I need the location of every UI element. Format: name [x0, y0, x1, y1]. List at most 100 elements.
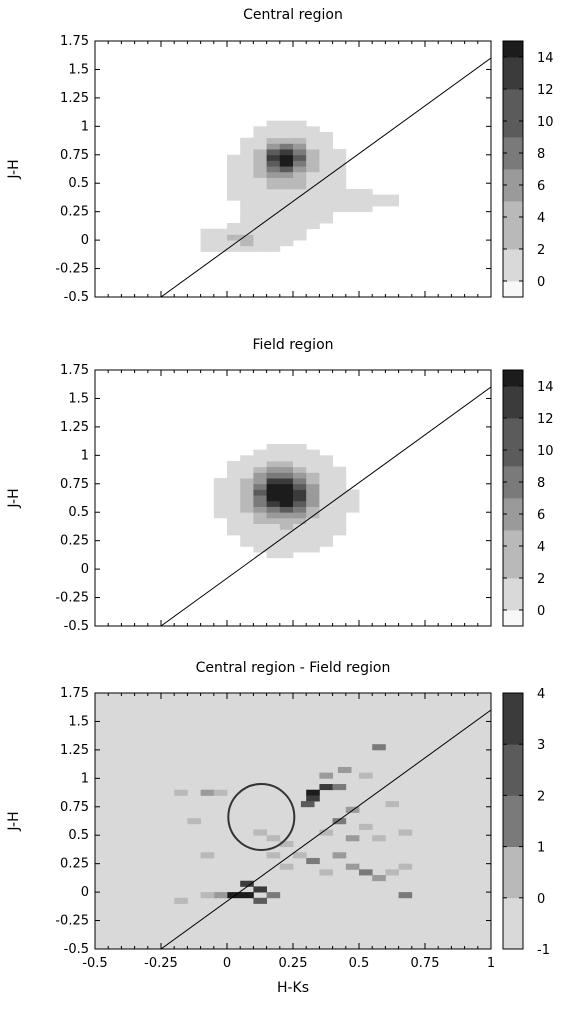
heatmap-cell: [266, 506, 281, 513]
heatmap-cell: [266, 835, 281, 842]
heatmap-cell: [266, 534, 281, 542]
colorbar-swatch: [503, 57, 523, 74]
heatmap-cell: [319, 132, 333, 139]
heatmap-cell: [253, 886, 267, 893]
heatmap-cell: [293, 529, 307, 536]
heatmap-cell: [293, 120, 307, 127]
heatmap-cell: [319, 478, 333, 485]
colorbar-tick-label: 8: [537, 147, 545, 162]
heatmap-cell: [319, 143, 333, 150]
plot-background: [95, 693, 491, 949]
heatmap-cell: [253, 183, 267, 190]
reddening-line: [160, 709, 491, 949]
heatmap-cell: [200, 892, 215, 899]
heatmap-cell: [319, 183, 333, 190]
colorbar-swatch: [503, 514, 523, 531]
heatmap-cell: [253, 137, 267, 144]
heatmap-cell: [253, 194, 267, 201]
heatmap-cell: [266, 143, 281, 150]
colorbar-swatch: [503, 169, 523, 186]
heatmap-cell: [372, 194, 386, 201]
heatmap-cell: [240, 483, 254, 490]
heatmap-cell: [332, 160, 347, 167]
heatmap-cell: [266, 188, 281, 195]
heatmap-cell: [213, 500, 228, 507]
heatmap-cell: [227, 194, 241, 201]
heatmap-cell: [200, 240, 215, 247]
heatmap-cell: [266, 234, 281, 241]
heatmap-cell: [240, 489, 254, 496]
reddening-line: [160, 386, 491, 626]
heatmap-cell: [306, 512, 320, 519]
heatmap-cell: [345, 863, 360, 870]
heatmap-cell: [213, 478, 228, 485]
y-tick-label: -0.5: [64, 619, 89, 634]
heatmap-cell: [213, 483, 228, 490]
heatmap-cell: [319, 784, 333, 791]
chart-title: Central region - Field region: [196, 660, 391, 676]
heatmap-cell: [279, 200, 294, 207]
heatmap-cell: [293, 234, 307, 241]
heatmap-cell: [332, 512, 347, 519]
heatmap-cell: [293, 205, 307, 213]
heatmap-cell: [306, 137, 320, 144]
heatmap-cell: [240, 466, 254, 473]
heatmap-cell: [253, 240, 267, 247]
heatmap-cell: [293, 217, 307, 224]
heatmap-cell: [266, 132, 281, 139]
heatmap-cell: [293, 160, 307, 167]
heatmap-cell: [279, 523, 294, 530]
heatmap-cell: [253, 483, 267, 490]
y-tick-label: -0.5: [64, 290, 89, 305]
heatmap-cell: [266, 177, 281, 184]
heatmap-cell: [266, 478, 281, 485]
heatmap-cell: [279, 472, 294, 479]
chart-title: Field region: [252, 337, 333, 353]
heatmap-cell: [293, 489, 307, 496]
heatmap-cell: [266, 495, 281, 502]
heatmap-cell: [279, 478, 294, 485]
heatmap-cell: [240, 223, 254, 230]
heatmap-cell: [227, 517, 241, 524]
heatmap-cell: [213, 495, 228, 502]
heatmap-cell: [293, 512, 307, 519]
colorbar-tick-label: 6: [537, 179, 545, 194]
heatmap-cell: [253, 455, 267, 462]
heatmap-cell: [306, 478, 320, 485]
heatmap-cell: [266, 443, 281, 451]
heatmap-cell: [266, 183, 281, 190]
heatmap-cell: [253, 466, 267, 473]
heatmap-cell: [266, 483, 281, 490]
y-tick-label: 0.75: [60, 148, 89, 163]
heatmap-cell: [227, 240, 241, 247]
heatmap-cell: [293, 188, 307, 195]
heatmap-cell: [306, 223, 320, 230]
heatmap-cell: [306, 166, 320, 173]
y-tick-label: 0.5: [68, 505, 89, 520]
heatmap-cell: [319, 829, 333, 836]
heatmap-cell: [319, 205, 333, 213]
heatmap-cell: [240, 234, 254, 241]
heatmap-cell: [266, 852, 281, 859]
heatmap-cell: [306, 217, 320, 224]
heatmap-cell: [332, 177, 347, 184]
heatmap-cell: [319, 194, 333, 201]
colorbar-swatch: [503, 89, 523, 106]
heatmap-cell: [293, 852, 307, 859]
heatmap-cell: [240, 137, 254, 144]
heatmap-cell: [240, 194, 254, 201]
y-tick-label: 1.5: [68, 391, 89, 406]
heatmap-cell: [266, 171, 281, 178]
heatmap-cell: [213, 245, 228, 252]
colorbar-frame: [502, 692, 524, 950]
heatmap-cell: [240, 495, 254, 502]
heatmap-cell: [306, 506, 320, 513]
heatmap-cell: [253, 829, 267, 836]
chart-panel: Central region - Field region 1.75 1.5 1.25…: [6, 660, 550, 996]
heatmap-cell: [319, 540, 333, 547]
x-tick-label: 0: [223, 956, 231, 971]
heatmap-cell: [306, 154, 320, 161]
heatmap-cell: [227, 529, 241, 536]
heatmap-cell: [240, 228, 254, 235]
heatmap-cell: [319, 534, 333, 542]
